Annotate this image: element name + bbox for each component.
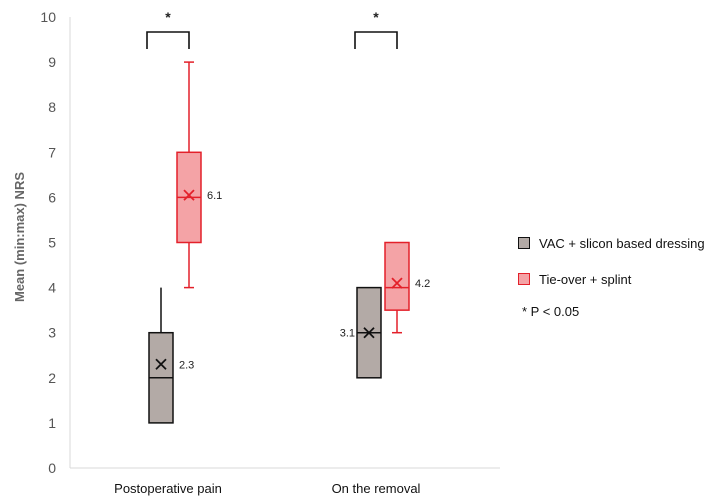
mean-value-label: 6.1: [207, 190, 222, 202]
legend-label-tie-over: Tie-over + splint: [539, 271, 632, 287]
y-tick-label: 6: [48, 189, 56, 205]
significance-bracket: [354, 31, 398, 49]
x-category-label: On the removal: [332, 481, 421, 496]
mean-value-label: 4.2: [415, 278, 430, 290]
y-axis-label: Mean (min:max) NRS: [12, 172, 27, 302]
mean-marker: [391, 277, 403, 289]
y-tick-label: 2: [48, 370, 56, 386]
legend-label-vac: VAC + slicon based dressing: [539, 235, 705, 251]
significance-star: *: [165, 9, 171, 25]
box-1-1: 4.2: [384, 241, 430, 334]
legend-swatch-tie-over: [518, 273, 530, 285]
box-rect: [384, 241, 410, 311]
y-tick-label: 5: [48, 235, 56, 251]
legend-item-vac: VAC + slicon based dressing: [518, 232, 714, 254]
legend-swatch-vac: [518, 237, 530, 249]
box-0-0: 2.3: [148, 287, 194, 424]
mean-marker: [155, 358, 167, 370]
box-1-0: 6.1: [176, 61, 222, 289]
axis-layer: 0 1 2 3 4 5 6 7 8 9 10 Postoperative pain On the rem…: [40, 9, 500, 496]
y-tick-label: 4: [48, 280, 56, 296]
y-tick-label: 0: [48, 460, 56, 476]
y-tick-label: 8: [48, 99, 56, 115]
mean-marker: [183, 189, 195, 201]
mean-marker: [363, 327, 375, 339]
y-tick-label: 7: [48, 144, 56, 160]
x-category-label: Postoperative pain: [114, 481, 222, 496]
mean-value-label: 2.3: [179, 359, 194, 371]
significance-note: * P < 0.05: [522, 304, 580, 319]
significance-star: *: [373, 9, 379, 25]
box-0-1: 3.1: [340, 286, 382, 379]
significance-bracket: [146, 31, 190, 49]
y-tick-label: 3: [48, 325, 56, 341]
legend-item-tie-over: Tie-over + splint: [518, 268, 714, 290]
y-tick-label: 9: [48, 54, 56, 70]
legend: VAC + slicon based dressing Tie-over + s…: [518, 232, 714, 319]
significance-layer: * *: [146, 9, 398, 49]
y-tick-label: 10: [40, 9, 56, 25]
mean-value-label: 3.1: [340, 328, 355, 340]
y-tick-label: 1: [48, 415, 56, 431]
box-layer: 2.3 3.1 6.1 4.2: [148, 61, 430, 424]
